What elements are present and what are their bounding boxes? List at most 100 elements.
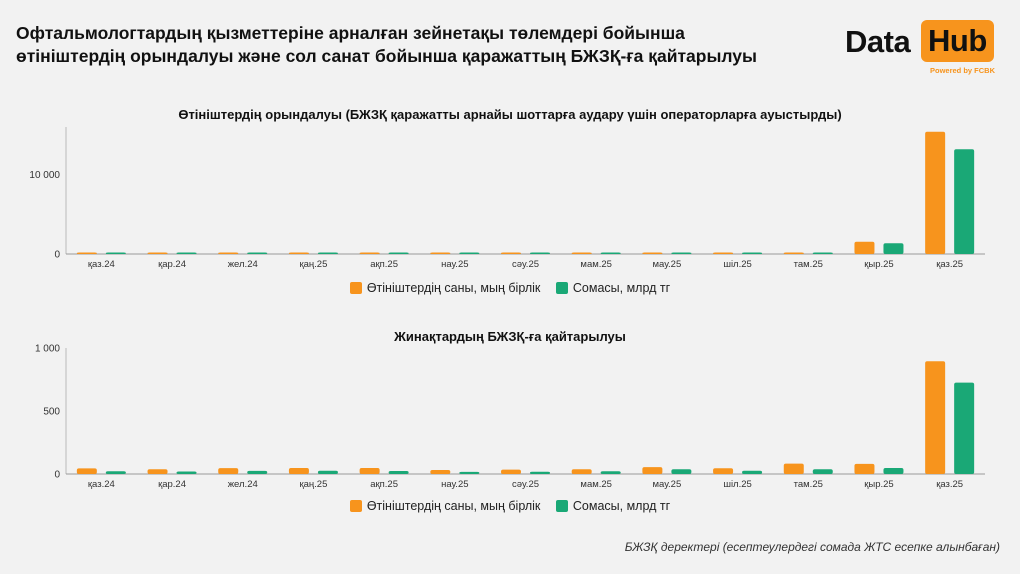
bar-sum-amount <box>317 470 338 474</box>
bar-applications-count <box>359 467 380 474</box>
bar-sum-amount <box>883 467 904 474</box>
x-tick-label: нау.25 <box>441 479 468 490</box>
x-tick-label: жел.24 <box>228 479 258 490</box>
x-tick-label: сәу.25 <box>512 479 539 490</box>
x-tick-label: ақп.25 <box>370 259 398 270</box>
chart2-legend: Өтініштердің саны, мың бірлік Сомасы, мл… <box>0 499 1020 515</box>
chart1-legend-sum: Сомасы, млрд тг <box>555 281 671 295</box>
bar-sum-amount <box>883 243 904 254</box>
x-tick-label: там.25 <box>794 479 823 490</box>
x-tick-label: там.25 <box>794 259 823 270</box>
bar-applications-count <box>501 469 521 474</box>
bar-sum-amount <box>954 382 975 474</box>
legend-swatch-orange <box>349 282 362 294</box>
bar-applications-count <box>501 252 521 254</box>
bar-applications-count <box>76 252 97 254</box>
source-note: БЖЗҚ деректері (есептеулердегі сомада ЖТ… <box>624 540 1000 554</box>
bar-applications-count <box>147 469 168 474</box>
bar-sum-amount <box>671 469 692 474</box>
bar-sum-amount <box>954 149 975 254</box>
bar-sum-amount <box>176 252 197 254</box>
bar-applications-count <box>571 252 592 254</box>
page-title: Офтальмологтардың қызметтеріне арналған … <box>16 23 757 66</box>
bar-sum-amount <box>388 252 409 254</box>
logo-word-data: Data <box>845 24 911 59</box>
bar-sum-amount <box>176 471 197 474</box>
x-tick-label: қаз.24 <box>88 479 115 490</box>
bar-applications-count <box>713 468 734 474</box>
chart2-legend-count: Өтініштердің саны, мың бірлік <box>349 499 540 513</box>
x-tick-label: қар.24 <box>158 259 186 270</box>
bar-applications-count <box>642 252 663 254</box>
bar-sum-amount <box>530 252 550 254</box>
bar-applications-count <box>925 131 946 254</box>
chart1-legend: Өтініштердің саны, мың бірлік Сомасы, мл… <box>0 281 1020 297</box>
chart2-plot: 0 500 1 000 қаз.24 қар.24 жел.24 қаң.25 ақп.25 н… <box>35 344 985 490</box>
bar-sum-amount <box>742 252 763 254</box>
bar-applications-count <box>430 252 451 254</box>
y-tick-label: 0 <box>54 250 60 261</box>
bar-applications-count <box>288 467 309 474</box>
chart2-legend-sum: Сомасы, млрд тг <box>555 499 671 513</box>
bar-applications-count <box>218 252 239 254</box>
x-tick-label: сәу.25 <box>512 259 539 270</box>
bar-applications-count <box>359 252 380 254</box>
x-tick-label: шіл.25 <box>723 259 751 270</box>
legend-label: Өтініштердің саны, мың бірлік <box>366 281 541 295</box>
x-tick-label: мам.25 <box>580 259 612 270</box>
bar-sum-amount <box>459 252 480 254</box>
bar-applications-count <box>147 252 168 254</box>
x-tick-label: нау.25 <box>441 259 468 270</box>
y-tick-label: 1 000 <box>35 344 60 355</box>
bar-sum-amount <box>600 252 621 254</box>
bar-sum-amount <box>742 470 763 474</box>
legend-swatch-orange <box>349 500 362 512</box>
bar-applications-count <box>713 252 734 254</box>
chart2-title: Жинақтардың БЖЗҚ-ға қайтарылуы <box>394 329 626 344</box>
bar-sum-amount <box>247 252 268 254</box>
chart1-legend-count: Өтініштердің саны, мың бірлік <box>349 281 541 295</box>
x-tick-label: қыр.25 <box>864 479 893 490</box>
bar-sum-amount <box>105 471 126 474</box>
legend-swatch-green <box>555 282 568 294</box>
x-tick-label: мам.25 <box>580 479 612 490</box>
bar-applications-count <box>783 252 804 254</box>
bar-applications-count <box>288 252 309 254</box>
bar-applications-count <box>571 469 592 474</box>
legend-label: Сомасы, млрд тг <box>572 281 671 295</box>
bar-applications-count <box>430 469 451 474</box>
y-tick-label: 10 000 <box>29 170 60 181</box>
x-tick-label: қыр.25 <box>864 259 893 270</box>
x-tick-label: мау.25 <box>653 479 682 490</box>
bar-applications-count <box>642 467 663 474</box>
bar-sum-amount <box>105 252 126 254</box>
x-tick-label: мау.25 <box>653 259 682 270</box>
datahub-logo: Data Hub Powered by FCBK <box>845 20 995 78</box>
bar-sum-amount <box>812 252 833 254</box>
bar-sum-amount <box>317 252 338 254</box>
bar-applications-count <box>854 463 875 474</box>
y-tick-label: 0 <box>54 470 60 481</box>
chart-savings-returned: Жинақтардың БЖЗҚ-ға қайтарылуы 0 500 1 000… <box>0 329 1020 529</box>
bar-sum-amount <box>459 471 480 474</box>
x-tick-label: қаз.25 <box>936 479 963 490</box>
bar-sum-amount <box>671 252 692 254</box>
x-tick-label: шіл.25 <box>723 479 751 490</box>
bar-applications-count <box>925 361 946 474</box>
logo-word-hub: Hub <box>921 20 994 62</box>
bar-sum-amount <box>247 470 268 474</box>
x-tick-label: жел.24 <box>228 259 258 270</box>
bar-sum-amount <box>600 471 621 474</box>
x-tick-label: қаз.25 <box>936 259 963 270</box>
x-tick-label: қаң.25 <box>299 259 327 270</box>
bar-sum-amount <box>530 471 550 474</box>
x-tick-label: қар.24 <box>158 479 186 490</box>
bar-applications-count <box>218 468 239 474</box>
bar-applications-count <box>76 468 97 474</box>
bar-applications-count <box>854 241 875 254</box>
x-tick-label: ақп.25 <box>370 479 398 490</box>
legend-label: Сомасы, млрд тг <box>572 499 671 513</box>
chart1-plot: 0 10 000 қаз.24 қар.24 жел.24 қаң.25 ақп.25 нау… <box>29 127 985 270</box>
logo-powered-by: Powered by FCBK <box>929 66 995 75</box>
y-tick-label: 500 <box>43 407 60 418</box>
